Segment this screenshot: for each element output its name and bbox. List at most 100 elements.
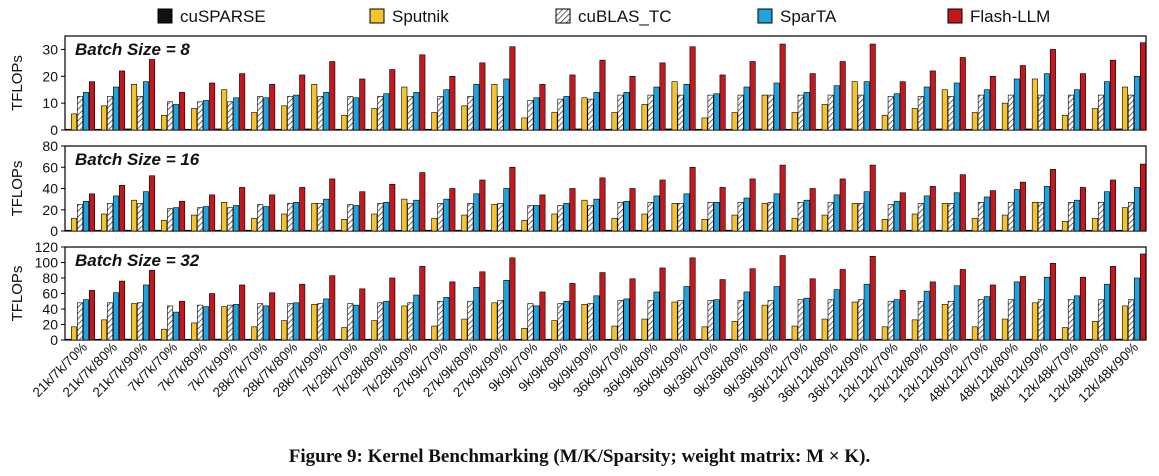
bar-cusparse (125, 338, 132, 341)
bar-flash-llm (1079, 187, 1086, 232)
bar-sparta (233, 97, 240, 131)
bar-sparta (353, 97, 360, 131)
bar-cublas-tc (737, 300, 744, 341)
bar-sputnik (101, 319, 108, 341)
bar-sparta (593, 92, 600, 131)
panel-title: Batch Size = 32 (75, 251, 200, 270)
y-tick-label: 0 (50, 223, 58, 239)
bar-sputnik (161, 114, 168, 131)
bar-cublas-tc (917, 300, 924, 341)
bar-sputnik (941, 89, 948, 131)
bar-flash-llm (599, 59, 606, 131)
bar-cublas-tc (647, 300, 654, 341)
bar-cusparse (755, 338, 762, 341)
bar-cusparse (125, 128, 132, 131)
bar-cusparse (305, 128, 312, 131)
bar-flash-llm (869, 255, 876, 341)
bar-sputnik (971, 217, 978, 232)
bar-flash-llm (449, 281, 456, 341)
bar-sparta (623, 298, 630, 341)
bar-flash-llm (1139, 253, 1146, 341)
bar-sparta (113, 195, 120, 232)
bar-sparta (623, 200, 630, 232)
bar-sputnik (911, 213, 918, 232)
bar-flash-llm (839, 178, 846, 232)
bar-cublas-tc (767, 300, 774, 341)
bar-sparta (923, 290, 930, 341)
bar-cusparse (995, 128, 1002, 131)
bar-sparta (203, 306, 210, 341)
bar-cublas-tc (857, 203, 864, 232)
bar-cublas-tc (977, 94, 984, 131)
bar-cublas-tc (677, 203, 684, 232)
y-tick-label: 20 (42, 202, 58, 218)
panel-title-background (69, 38, 219, 59)
y-tick-label: 80 (42, 270, 58, 286)
bar-cublas-tc (407, 96, 414, 131)
bar-cublas-tc (197, 207, 204, 232)
bar-sparta (443, 198, 450, 232)
bar-cublas-tc (737, 202, 744, 232)
bar-cublas-tc (887, 96, 894, 131)
bar-sputnik (611, 217, 618, 232)
bar-cusparse (1085, 229, 1092, 232)
bar-sparta (1103, 283, 1110, 341)
bar-flash-llm (239, 73, 246, 131)
bar-sputnik (311, 84, 318, 131)
bar-sputnik (101, 105, 108, 131)
bar-cusparse (845, 229, 852, 232)
panel-batch-8: 0 10 20 30 TFLOPs Batch Size = 8 (9, 35, 1147, 138)
bar-cublas-tc (767, 94, 774, 131)
bar-sputnik (431, 217, 438, 232)
bar-flash-llm (989, 75, 996, 131)
bar-cusparse (305, 229, 312, 232)
bar-flash-llm (1139, 42, 1146, 131)
bar-flash-llm (179, 92, 186, 131)
panel-title: Batch Size = 16 (75, 150, 200, 169)
bar-sparta (383, 93, 390, 131)
bar-cublas-tc (1127, 94, 1134, 131)
bar-flash-llm (749, 178, 756, 232)
bar-flash-llm (1019, 276, 1026, 341)
bar-flash-llm (899, 81, 906, 131)
bar-cusparse (875, 229, 882, 232)
bar-sparta (743, 197, 750, 232)
bar-cublas-tc (347, 96, 354, 131)
bar-sparta (893, 299, 900, 341)
bar-sparta (83, 200, 90, 232)
bar-flash-llm (329, 61, 336, 131)
bar-flash-llm (539, 194, 546, 232)
bar-flash-llm (599, 272, 606, 341)
bar-cublas-tc (497, 96, 504, 131)
bar-sparta (533, 97, 540, 131)
bar-sputnik (1001, 102, 1008, 131)
bar-sparta (803, 92, 810, 131)
bar-flash-llm (89, 193, 96, 232)
bar-cublas-tc (227, 304, 234, 341)
bar-sparta (533, 305, 540, 341)
bar-cublas-tc (707, 300, 714, 341)
bar-flash-llm (779, 43, 786, 131)
plot-frame (64, 35, 1147, 131)
bar-flash-llm (89, 81, 96, 131)
bar-flash-llm (1019, 181, 1026, 232)
bar-sparta (143, 81, 150, 131)
bar-cublas-tc (437, 96, 444, 131)
bar-sputnik (491, 84, 498, 131)
bar-sputnik (971, 112, 978, 131)
bar-cublas-tc (377, 302, 384, 341)
legend-label: SparTA (780, 7, 837, 26)
bar-sputnik (371, 108, 378, 131)
bar-cublas-tc (467, 300, 474, 341)
bar-cublas-tc (287, 96, 294, 131)
bar-cusparse (65, 229, 72, 232)
bar-cublas-tc (227, 207, 234, 232)
bar-flash-llm (959, 174, 966, 232)
bar-cublas-tc (677, 94, 684, 131)
bar-flash-llm (1109, 266, 1116, 341)
bar-sparta (653, 195, 660, 232)
bar-flash-llm (779, 164, 786, 232)
bar-sputnik (161, 328, 168, 341)
bar-cusparse (335, 128, 342, 131)
